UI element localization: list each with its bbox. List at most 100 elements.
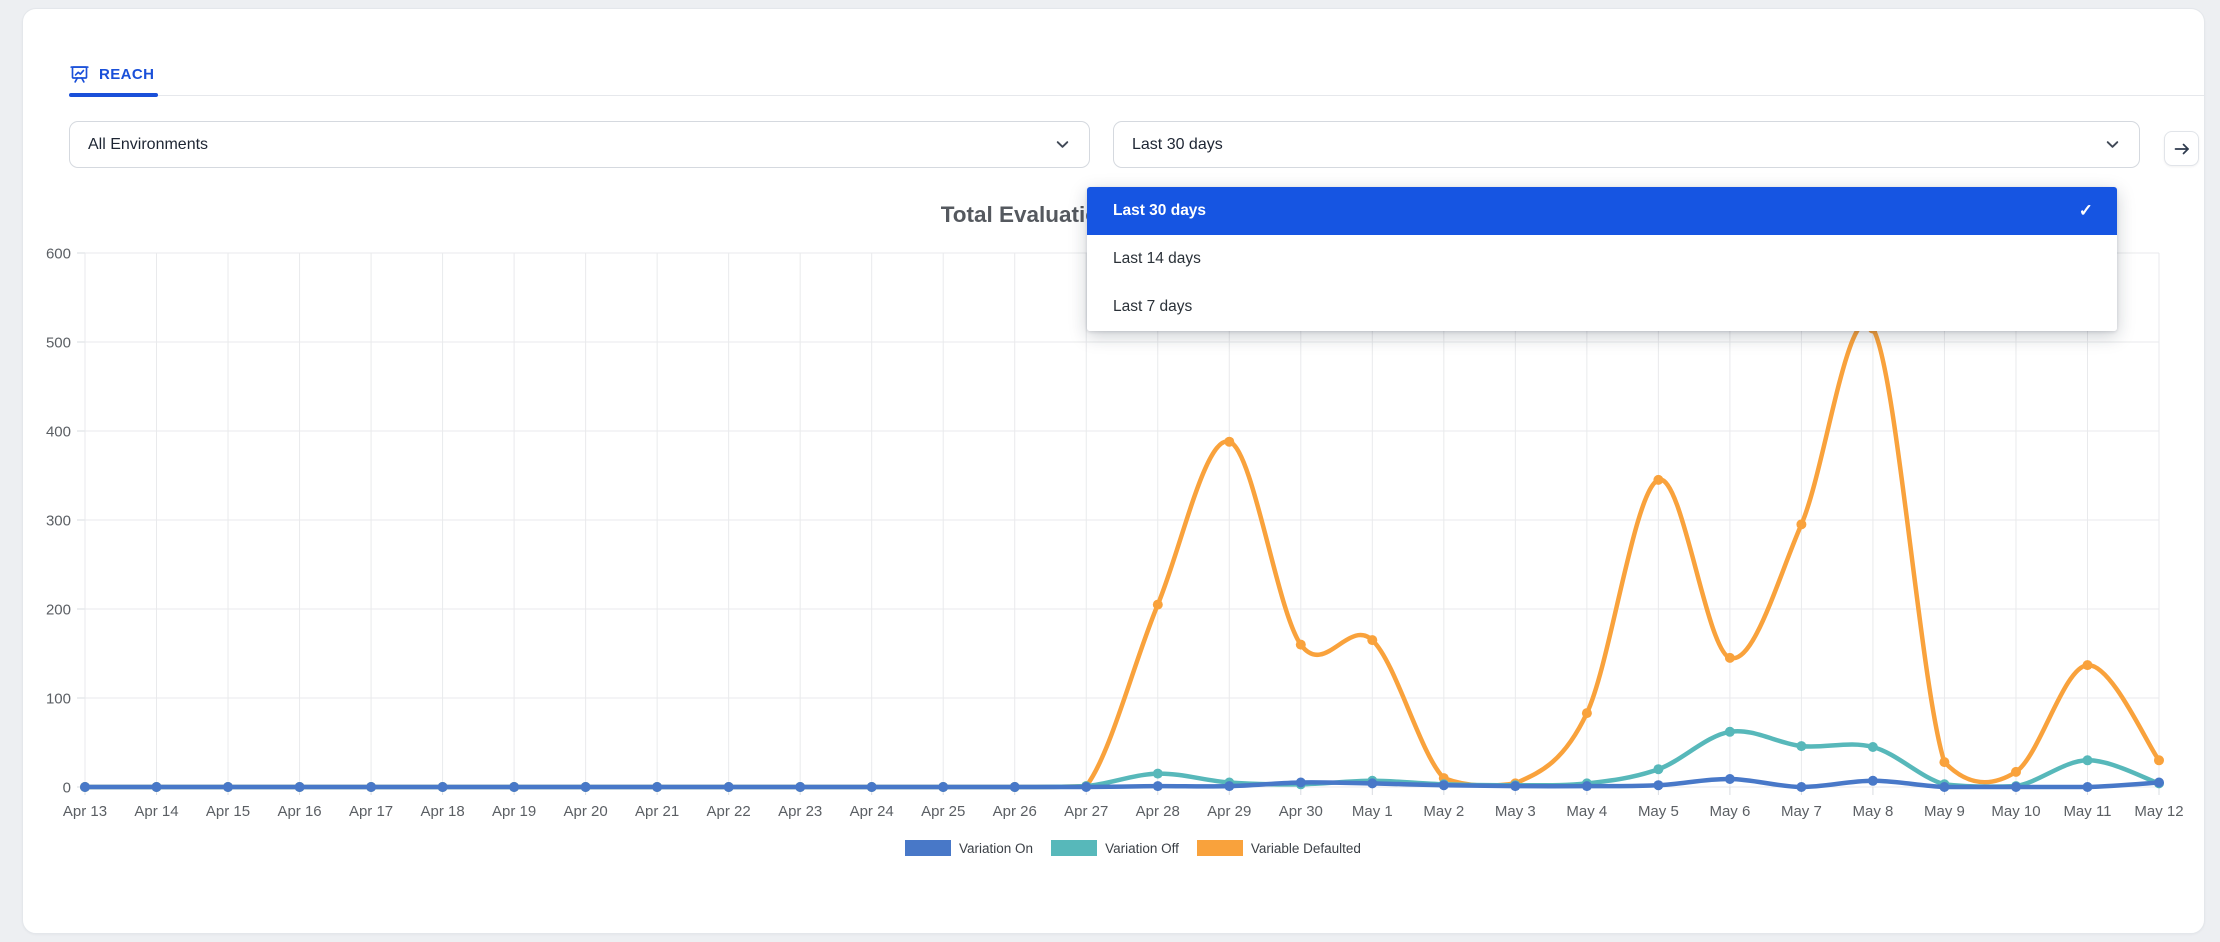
data-point-variable-defaulted <box>2154 755 2164 766</box>
data-point-variation-on <box>1724 774 1735 784</box>
menu-item-last-14-days[interactable]: Last 14 days <box>1087 235 2117 283</box>
data-point-variation-on <box>938 782 949 792</box>
chevron-down-icon <box>1054 136 1071 153</box>
data-point-variation-on <box>151 782 162 792</box>
data-point-variation-off <box>1152 768 1163 779</box>
tabs-divider <box>69 95 2204 96</box>
data-point-variation-on <box>723 782 734 792</box>
x-axis-label: May 8 <box>1853 803 1894 820</box>
data-point-variation-on <box>294 782 305 792</box>
data-point-variation-on <box>437 782 448 792</box>
x-axis-label: Apr 19 <box>492 803 536 820</box>
legend-item-variation-on[interactable]: Variation On <box>905 840 1033 856</box>
data-point-variation-on <box>580 782 591 792</box>
x-axis-label: Apr 27 <box>1064 803 1108 820</box>
legend-item-variable-defaulted[interactable]: Variable Defaulted <box>1196 840 1361 856</box>
x-axis-label: Apr 23 <box>778 803 822 820</box>
data-point-variable-defaulted <box>1939 757 1950 768</box>
legend-swatch <box>1196 840 1243 856</box>
data-point-variation-on <box>1653 780 1664 791</box>
data-point-variable-defaulted <box>1224 436 1235 447</box>
data-point-variation-on <box>1367 778 1378 789</box>
data-point-variation-on <box>1867 775 1878 786</box>
data-point-variation-on <box>1510 781 1521 792</box>
data-point-variation-on <box>1152 781 1163 792</box>
menu-item-label: Last 14 days <box>1113 250 1201 267</box>
environment-select-value: All Environments <box>88 135 209 153</box>
tab-reach-label: REACH <box>99 65 155 83</box>
x-axis-label: May 9 <box>1924 803 1965 820</box>
x-axis-label: May 6 <box>1709 803 1750 820</box>
y-axis-label: 500 <box>46 335 71 352</box>
x-axis-label: May 2 <box>1423 803 1464 820</box>
chart-legend: Variation On Variation Off Variable Defaul… <box>23 840 2220 856</box>
x-axis-label: May 11 <box>2063 803 2111 820</box>
menu-item-last-30-days[interactable]: Last 30 days ✓ <box>1087 187 2117 235</box>
data-point-variation-off <box>1724 726 1735 737</box>
x-axis-label: May 4 <box>1566 803 1607 820</box>
forward-button[interactable] <box>2164 131 2199 166</box>
data-point-variation-on <box>2154 777 2164 788</box>
x-axis-label: Apr 14 <box>134 803 178 820</box>
data-point-variation-on <box>2082 782 2093 792</box>
data-point-variation-off <box>1867 742 1878 752</box>
data-point-variation-on <box>1295 777 1306 788</box>
y-axis-label: 300 <box>46 513 71 530</box>
environment-select[interactable]: All Environments <box>69 121 1090 168</box>
tab-reach[interactable]: REACH <box>69 61 154 87</box>
legend-swatch <box>905 840 952 856</box>
y-axis-label: 100 <box>46 691 71 708</box>
data-point-variable-defaulted <box>1724 652 1735 663</box>
legend-label: Variation Off <box>1105 840 1179 856</box>
legend-label: Variable Defaulted <box>1250 840 1361 856</box>
data-point-variable-defaulted <box>2082 660 2093 671</box>
date-range-select[interactable]: Last 30 days <box>1113 121 2140 168</box>
x-axis-label: Apr 17 <box>349 803 393 820</box>
y-axis-label: 200 <box>46 602 71 619</box>
data-point-variation-on <box>366 782 377 792</box>
data-point-variable-defaulted <box>1796 519 1807 530</box>
x-axis-label: Apr 16 <box>277 803 321 820</box>
x-axis-label: Apr 13 <box>63 803 107 820</box>
data-point-variation-on <box>1081 782 1092 792</box>
menu-item-label: Last 30 days <box>1113 202 1207 219</box>
x-axis-label: May 12 <box>2134 803 2183 820</box>
data-point-variation-on <box>2011 782 2021 792</box>
menu-item-last-7-days[interactable]: Last 7 days <box>1087 283 2117 331</box>
x-axis-label: May 7 <box>1781 803 1822 820</box>
x-axis-label: Apr 25 <box>921 803 965 820</box>
x-axis-label: May 1 <box>1352 803 1393 820</box>
legend-swatch <box>1051 840 1098 856</box>
data-point-variation-off <box>1653 764 1664 775</box>
data-point-variation-off <box>2082 755 2093 766</box>
x-axis-label: May 5 <box>1638 803 1679 820</box>
total-evaluations-chart: 0 100 200 300 400 500 600 Apr 13 Apr 14 Apr 15 Apr… <box>0 150 2220 850</box>
legend-item-variation-off[interactable]: Variation Off <box>1051 840 1179 856</box>
series-line-variation-off <box>82 728 2162 790</box>
data-point-variation-on <box>1939 782 1950 792</box>
menu-item-label: Last 7 days <box>1113 298 1193 315</box>
date-range-menu: Last 30 days ✓ Last 14 days Last 7 days <box>1087 187 2117 331</box>
data-point-variable-defaulted <box>2011 766 2021 777</box>
data-point-variation-on <box>509 782 520 792</box>
y-axis-label: 0 <box>63 780 71 797</box>
series-line-variation-on <box>82 776 2162 790</box>
data-point-variation-on <box>223 782 233 792</box>
data-point-variation-on <box>652 782 663 792</box>
arrow-right-icon <box>2172 139 2192 159</box>
chart-svg: 0 100 200 300 400 500 600 Apr 13 Apr 14 Apr 15 Apr… <box>46 246 2184 821</box>
x-axis-label: Apr 21 <box>635 803 679 820</box>
legend-label: Variation On <box>959 840 1034 856</box>
data-point-variable-defaulted <box>1367 635 1378 646</box>
chevron-down-icon <box>2104 136 2121 153</box>
data-point-variation-on <box>1796 782 1807 792</box>
x-axis-label: May 10 <box>1991 803 2040 820</box>
x-axis-label: May 3 <box>1495 803 1536 820</box>
x-axis-label: Apr 20 <box>564 803 608 820</box>
x-axis-label: Apr 30 <box>1279 803 1323 820</box>
x-axis-label: Apr 29 <box>1207 803 1251 820</box>
x-axis-label: Apr 28 <box>1136 803 1180 820</box>
x-axis-label: Apr 15 <box>206 803 250 820</box>
data-point-variation-on <box>1438 780 1449 791</box>
